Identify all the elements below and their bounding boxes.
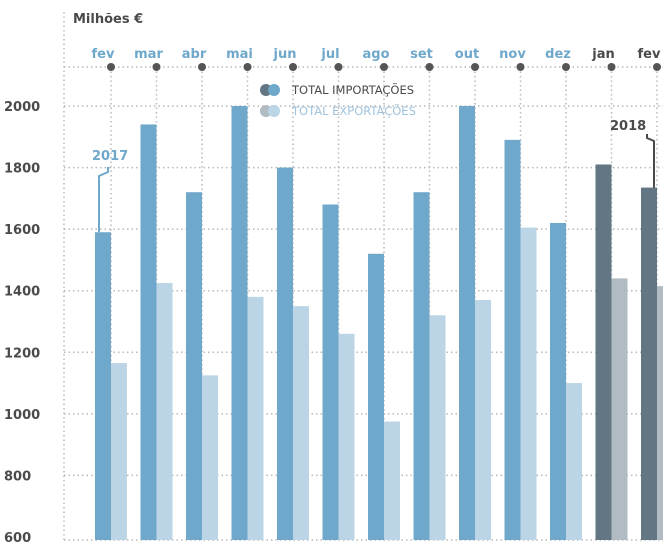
- bar-imports: [550, 222, 566, 540]
- month-label: dez: [545, 47, 571, 62]
- month-label: nov: [499, 47, 526, 62]
- y-tick-label: 1200: [4, 346, 40, 361]
- legend-item-imports: TOTAL IMPORTAÇÕES: [260, 82, 414, 97]
- month-dot: [289, 63, 297, 71]
- bar-imports: [459, 106, 475, 540]
- bar-exports: [384, 421, 400, 540]
- month-label: jun: [273, 47, 297, 62]
- bar-exports: [429, 315, 446, 540]
- bar-exports: [657, 286, 663, 540]
- bar-exports: [338, 333, 355, 540]
- year-marker-leader: [98, 167, 109, 233]
- bar-exports: [475, 299, 491, 540]
- month-dot: [380, 63, 388, 71]
- bar-imports: [322, 204, 339, 540]
- legend: TOTAL IMPORTAÇÕES TOTAL EXPORTAÇÕES: [260, 82, 416, 118]
- year-marker-label: 2018: [610, 119, 646, 134]
- legend-label-exports: TOTAL EXPORTAÇÕES: [291, 103, 416, 118]
- month-label: fev: [92, 47, 115, 62]
- year-marker-label: 2017: [92, 149, 128, 164]
- bar-exports: [566, 383, 582, 540]
- bar-exports: [247, 296, 264, 540]
- month-dot: [471, 63, 479, 71]
- y-axis-label: Milhões €: [73, 12, 143, 27]
- month-dot: [107, 63, 115, 71]
- month-dot: [653, 63, 661, 71]
- bars-layer: [95, 106, 663, 541]
- y-tick-label: 1400: [4, 285, 40, 300]
- month-label: jul: [320, 47, 339, 62]
- y-tick-label: 800: [4, 469, 31, 484]
- month-dot: [334, 63, 343, 71]
- month-dot: [243, 63, 252, 71]
- bar-exports: [156, 283, 173, 540]
- bar-imports: [641, 187, 657, 540]
- month-label: mar: [134, 47, 163, 62]
- year-marker-leader: [646, 134, 655, 188]
- y-tick-label: 600: [4, 531, 31, 545]
- bar-imports: [277, 167, 293, 541]
- month-label: abr: [182, 47, 207, 62]
- bar-exports: [520, 227, 537, 540]
- bar-exports: [202, 375, 218, 540]
- month-label: mai: [226, 47, 253, 62]
- y-tick-label: 1000: [4, 408, 40, 423]
- bar-imports: [504, 139, 521, 540]
- bar-imports: [95, 232, 111, 540]
- month-label: out: [455, 47, 479, 62]
- month-dot: [198, 63, 206, 71]
- month-label: jan: [591, 47, 614, 62]
- legend-swatch-exports-2017: [268, 105, 280, 117]
- bar-imports: [140, 124, 157, 540]
- month-dot: [516, 63, 525, 71]
- month-dot: [562, 63, 570, 71]
- month-dot: [152, 63, 161, 71]
- axis-layer: 600 800 1000 1200 1400 1600 1800 2000 fev mar abr m…: [4, 12, 661, 545]
- legend-item-exports: TOTAL EXPORTAÇÕES: [260, 103, 416, 118]
- year-markers: 2017 2018: [92, 119, 655, 233]
- month-label: set: [410, 47, 433, 62]
- bar-imports: [413, 192, 430, 540]
- legend-swatch-imports-2017: [268, 84, 280, 96]
- y-tick-label: 2000: [4, 100, 40, 115]
- legend-label-imports: TOTAL IMPORTAÇÕES: [291, 82, 414, 97]
- month-dot: [607, 63, 616, 71]
- bar-imports: [231, 106, 248, 540]
- month-label: ago: [362, 47, 389, 62]
- bar-exports: [611, 278, 628, 540]
- bar-imports: [595, 164, 612, 540]
- y-tick-label: 1800: [4, 162, 40, 177]
- y-tick-label: 1600: [4, 223, 40, 238]
- bar-imports: [186, 192, 202, 540]
- bar-imports: [368, 253, 384, 540]
- month-label: fev: [638, 47, 661, 62]
- bar-exports: [111, 363, 127, 540]
- bar-exports: [293, 306, 309, 540]
- month-dot: [425, 63, 434, 71]
